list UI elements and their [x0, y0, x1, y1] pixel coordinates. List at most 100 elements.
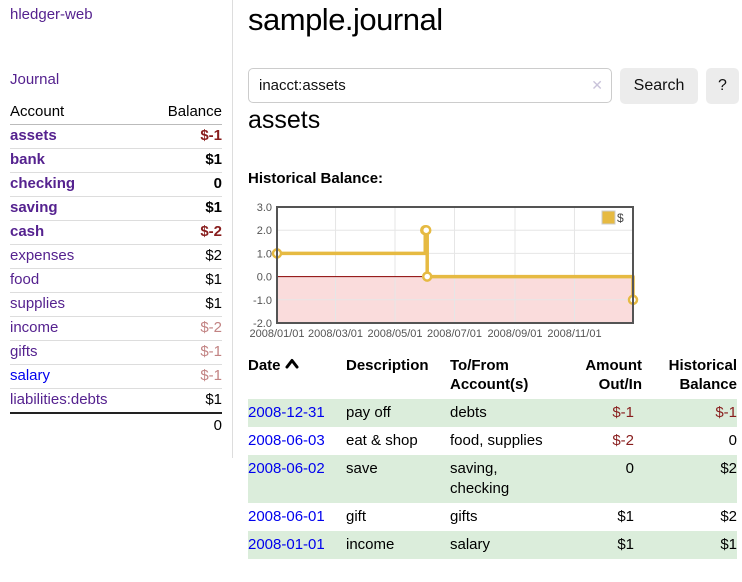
- accounts-total-row: 0: [10, 413, 222, 438]
- transaction-amount: $-1: [568, 399, 642, 427]
- accounts-total-value: 0: [213, 417, 222, 434]
- account-balance: $-2: [146, 220, 222, 245]
- transaction-date-link[interactable]: 2008-06-01: [248, 508, 325, 525]
- main-content: sample.journal ✕ Search ? assets Histori…: [248, 0, 742, 582]
- sidebar: hledger-web Journal Account Balance asse…: [0, 0, 233, 458]
- transaction-balance: $-1: [642, 399, 737, 427]
- svg-text:2008/01/01: 2008/01/01: [249, 328, 304, 340]
- account-balance: $2: [146, 244, 222, 269]
- transaction-accounts: salary: [450, 531, 568, 559]
- account-row: gifts $-1: [10, 340, 222, 365]
- accounts-table-body: assets $-1 bank $1 checking 0 saving $1 cash $-2 e…: [10, 124, 222, 439]
- historical-balance-chart: $3.0 2.0 1.0 0.0 -1.0 -2.0 2008/01/01 2008/03/0…: [248, 200, 718, 345]
- transaction-amount: 0: [568, 455, 642, 503]
- account-row: cash $-2: [10, 220, 222, 245]
- account-row: assets $-1: [10, 124, 222, 149]
- account-balance: $-1: [146, 364, 222, 389]
- transaction-balance: $2: [642, 455, 737, 503]
- transaction-description: pay off: [346, 399, 450, 427]
- register-table: Date Description To/From Account(s) Amou…: [248, 356, 737, 559]
- svg-text:3.0: 3.0: [257, 202, 272, 214]
- transaction-date-link[interactable]: 2008-06-03: [248, 432, 325, 449]
- register-row: 2008-01-01 income salary $1 $1: [248, 531, 737, 559]
- account-balance: $1: [146, 292, 222, 317]
- account-link[interactable]: saving: [10, 199, 58, 216]
- account-row: food $1: [10, 268, 222, 293]
- transaction-date-link[interactable]: 2008-06-02: [248, 460, 325, 477]
- transaction-accounts: gifts: [450, 508, 478, 525]
- account-link[interactable]: gifts: [10, 343, 38, 360]
- register-header-date[interactable]: Date: [248, 356, 346, 399]
- account-balance: $-1: [146, 340, 222, 365]
- account-row: income $-2: [10, 316, 222, 341]
- account-row: expenses $2: [10, 244, 222, 269]
- account-link[interactable]: food: [10, 271, 40, 288]
- register-row: 2008-06-01 gift gifts $1 $2: [248, 503, 737, 531]
- register-row: 2008-06-02 save saving, checking 0 $2: [248, 455, 737, 503]
- account-link[interactable]: liabilities:debts: [10, 391, 108, 408]
- account-balance: 0: [146, 172, 222, 197]
- search-box: ✕: [248, 68, 612, 103]
- clear-search-icon[interactable]: ✕: [591, 77, 603, 93]
- transaction-description: income: [346, 531, 450, 559]
- register-header-accounts: To/From Account(s): [450, 357, 529, 393]
- svg-text:2008/09/01: 2008/09/01: [487, 328, 542, 340]
- account-heading: assets: [248, 106, 321, 134]
- register-row: 2008-12-31 pay off debts $-1 $-1: [248, 399, 737, 427]
- svg-text:2.0: 2.0: [257, 225, 272, 237]
- help-button[interactable]: ?: [706, 68, 739, 104]
- svg-text:-2.0: -2.0: [253, 318, 272, 330]
- register-header-row: Date Description To/From Account(s) Amou…: [248, 356, 737, 399]
- transaction-accounts: debts: [450, 399, 568, 427]
- transaction-balance: $1: [642, 531, 737, 559]
- account-balance: $1: [146, 148, 222, 173]
- search-button[interactable]: Search: [620, 68, 698, 104]
- chart-title: Historical Balance:: [248, 170, 384, 187]
- account-link[interactable]: expenses: [10, 247, 75, 264]
- svg-text:2008/03/01: 2008/03/01: [308, 328, 363, 340]
- transaction-date-link[interactable]: 2008-01-01: [248, 536, 325, 553]
- register-header-amount: Amount Out/In: [585, 357, 642, 393]
- account-link[interactable]: bank: [10, 151, 46, 168]
- account-link[interactable]: checking: [10, 175, 76, 192]
- account-balance: $-2: [146, 316, 222, 341]
- transaction-accounts: saving, checking: [450, 455, 568, 503]
- transaction-description: gift: [346, 508, 367, 525]
- app-title-link[interactable]: hledger-web: [10, 6, 93, 23]
- account-row: salary $-1: [10, 364, 222, 389]
- chart-legend-label: $: [617, 211, 624, 225]
- svg-text:2008/11/01: 2008/11/01: [547, 328, 601, 340]
- account-balance: $1: [146, 388, 222, 414]
- transaction-amount: $-2: [612, 432, 634, 449]
- date-header-label: Date: [248, 357, 281, 374]
- transaction-balance: 0: [728, 432, 737, 449]
- register-table-body: 2008-12-31 pay off debts $-1 $-1 2008-06-03 ea…: [248, 399, 737, 559]
- account-link[interactable]: cash: [10, 223, 45, 240]
- search-input[interactable]: [248, 68, 612, 103]
- account-link[interactable]: supplies: [10, 295, 66, 312]
- account-link[interactable]: income: [10, 319, 59, 336]
- account-link[interactable]: assets: [10, 127, 57, 144]
- svg-text:-1.0: -1.0: [253, 295, 272, 307]
- account-row: liabilities:debts $1: [10, 388, 222, 414]
- transaction-amount: $1: [568, 531, 642, 559]
- accounts-header-balance: Balance: [146, 100, 222, 125]
- accounts-header-row: Account Balance: [10, 100, 222, 125]
- account-row: supplies $1: [10, 292, 222, 317]
- transaction-date-link[interactable]: 2008-12-31: [248, 404, 325, 421]
- svg-text:0.0: 0.0: [257, 272, 272, 284]
- register-header-description: Description: [346, 357, 429, 374]
- svg-text:2008/05/01: 2008/05/01: [367, 328, 422, 340]
- transaction-accounts: food, supplies: [450, 432, 543, 449]
- account-balance: $1: [146, 196, 222, 221]
- svg-text:1.0: 1.0: [257, 248, 272, 260]
- accounts-header-account: Account: [10, 100, 147, 125]
- accounts-table: Account Balance assets $-1 bank $1 checking 0…: [10, 100, 222, 438]
- transaction-description: save: [346, 455, 450, 503]
- account-link[interactable]: salary: [10, 367, 51, 384]
- page-title: sample.journal: [248, 2, 443, 37]
- sidebar-item-journal[interactable]: Journal: [10, 71, 60, 88]
- search-bar: ✕ Search ?: [248, 68, 742, 104]
